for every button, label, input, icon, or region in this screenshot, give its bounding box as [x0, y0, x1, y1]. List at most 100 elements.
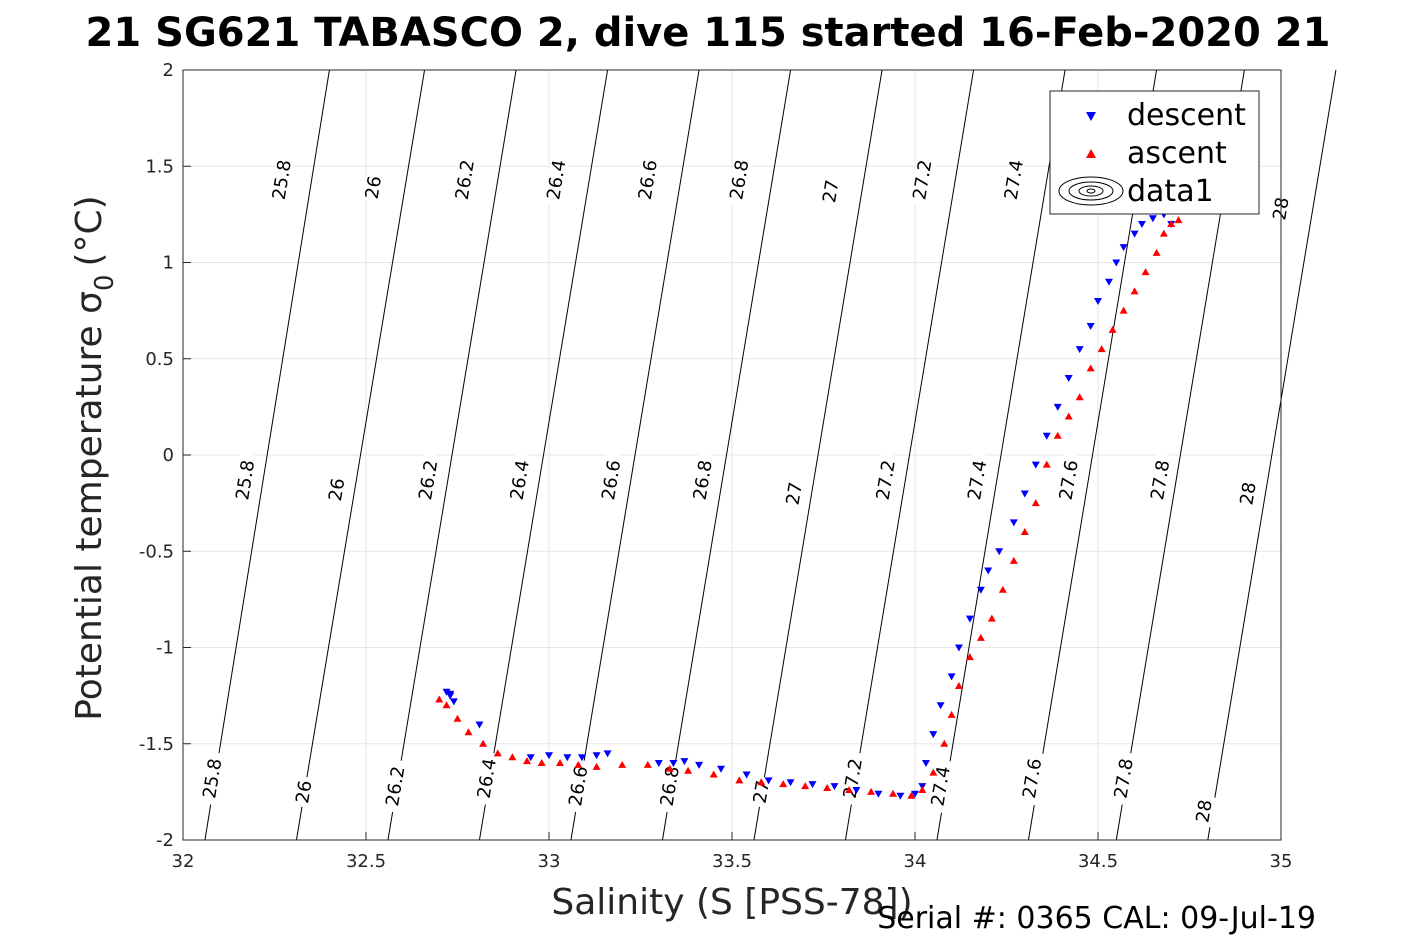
ascent-point	[442, 701, 451, 709]
contour-label-bg	[1147, 452, 1174, 508]
descent-point	[1148, 215, 1157, 223]
y-tick-label: -1	[156, 638, 174, 659]
contour-label: 26	[292, 779, 316, 805]
x-tick-label: 33	[538, 851, 561, 872]
descent-point	[1094, 298, 1102, 305]
contour-line-26.6	[570, 69, 700, 841]
ascent-point	[453, 714, 462, 722]
descent-point	[717, 765, 726, 773]
contour-label-bg	[292, 775, 316, 809]
ascent-point	[779, 780, 788, 788]
ascent-point	[592, 762, 601, 770]
descent-point	[577, 754, 586, 762]
contour-label-bg	[232, 452, 259, 508]
x-tick-label: 35	[1270, 851, 1293, 872]
descent-point	[1137, 221, 1146, 228]
x-axis-label: Salinity (S [PSS-78])	[551, 882, 912, 923]
ascent-point	[464, 728, 473, 736]
contour-label-group: 25.8	[268, 152, 296, 207]
descent-point	[545, 752, 553, 760]
ascent-point	[929, 768, 938, 776]
ascent-point	[1159, 229, 1168, 237]
contour-label-bg	[1000, 152, 1027, 207]
y-tick-label: 0.5	[145, 349, 174, 370]
contour-line-28	[1207, 69, 1337, 841]
ascent-point	[1119, 306, 1128, 314]
ascent-point	[1097, 345, 1106, 353]
x-tick-label: 34	[904, 851, 927, 872]
contour-label-group: 27.4	[964, 452, 991, 508]
ascent-point	[889, 789, 898, 797]
contour-line-27	[753, 69, 883, 841]
ascent-point	[1053, 431, 1062, 439]
x-tick-label: 34.5	[1078, 851, 1118, 872]
contour-label-bg	[268, 152, 295, 207]
contour-label-bg	[415, 452, 442, 508]
ascent-point	[508, 753, 517, 761]
descent-point	[1075, 346, 1084, 354]
y-axis-ticks: -2 -1.5 -1 -0.5 0 0.5 1 1.5 2	[139, 60, 191, 851]
ascent-point	[987, 614, 996, 622]
descent-point	[603, 750, 612, 758]
ascent-point	[1086, 364, 1095, 372]
ascent-point	[1064, 412, 1073, 420]
contour-label-bg	[689, 452, 716, 508]
contour-label-bg	[819, 175, 843, 208]
contour-label-group: 27.6	[1056, 452, 1083, 508]
contour-label-bg	[543, 152, 570, 207]
y-tick-label: -2	[156, 830, 174, 851]
ascent-point	[555, 759, 564, 766]
descent-point	[984, 567, 993, 575]
ascent-point	[940, 739, 949, 747]
contour-label-bg	[964, 452, 991, 508]
descent-point	[936, 702, 945, 710]
contour-label-bg	[565, 758, 592, 814]
descent-point	[947, 673, 956, 681]
x-tick-label: 33.5	[712, 851, 752, 872]
ascent-point	[1020, 528, 1029, 535]
contour-label-bg	[451, 152, 478, 207]
descent-point	[921, 760, 930, 767]
descent-point	[442, 688, 451, 696]
descent-point	[1104, 278, 1113, 286]
ascent-point	[823, 784, 832, 792]
ascent-point	[845, 785, 854, 793]
descent-point	[764, 777, 773, 785]
y-axis-label: Potential temperature σ0 (°C)	[69, 195, 120, 720]
descent-point	[669, 760, 678, 767]
contour-label-bg	[325, 473, 349, 506]
ascent-point	[1108, 325, 1117, 333]
descent-point	[680, 758, 689, 766]
y-tick-label: 2	[163, 60, 174, 81]
ascent-point	[867, 787, 876, 795]
ascent-point	[684, 766, 693, 774]
ascent-point	[1031, 499, 1040, 507]
contour-label-group: 27.8	[1110, 751, 1138, 806]
ascent-point	[479, 739, 488, 747]
legend-contour-icon	[1058, 176, 1124, 206]
contour-label-bg	[361, 171, 385, 204]
contour-label-bg	[909, 152, 936, 207]
ascent-point	[643, 760, 652, 768]
descent-point	[896, 792, 905, 800]
ascent-point	[1042, 460, 1051, 468]
contour-line-26.2	[387, 69, 517, 841]
y-tick-label: 0	[163, 445, 174, 466]
legend-box	[1049, 90, 1260, 215]
contour-label-bg	[1192, 794, 1216, 828]
contour-label-bg	[382, 758, 409, 814]
contour-label-group: 27	[819, 175, 844, 208]
data-points	[435, 211, 1183, 800]
contour-label-bg	[473, 751, 500, 806]
contour-label-bg	[1236, 477, 1260, 510]
ascent-point	[998, 585, 1007, 593]
descent-point	[1031, 461, 1040, 469]
ascent-point	[537, 759, 546, 766]
contour-label-group: 26.6	[598, 452, 625, 508]
descent-point	[654, 760, 663, 767]
contour-label-bg	[199, 751, 226, 806]
contour-label-group: 28	[1236, 477, 1261, 510]
descent-point	[1020, 490, 1029, 498]
descent-point	[830, 783, 839, 791]
ascent-point	[918, 785, 927, 793]
